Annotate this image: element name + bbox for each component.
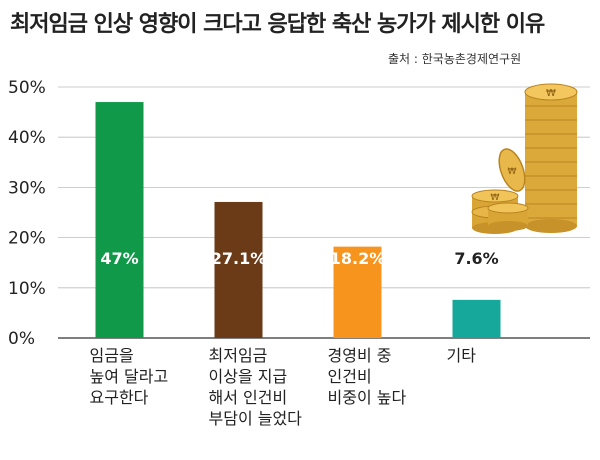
chart-title: 최저임금 인상 영향이 크다고 응답한 축산 농가가 제시한 이유 — [10, 12, 545, 37]
chart-source: 출처 : 한국농촌경제연구원 — [388, 52, 522, 66]
svg-text:₩: ₩ — [508, 167, 517, 177]
bar-value-label: 18.2% — [330, 249, 386, 268]
y-tick-label: 10% — [8, 279, 46, 299]
bar — [95, 102, 144, 338]
y-tick-label: 40% — [8, 128, 46, 148]
bar — [214, 201, 263, 338]
y-tick-label: 0% — [8, 329, 35, 349]
bar-value-label: 7.6% — [454, 249, 498, 268]
y-tick-label: 50% — [8, 78, 46, 98]
bar — [333, 246, 382, 338]
bar — [452, 299, 501, 338]
coin-stack-icon: ₩ ₩ ₩ — [471, 83, 578, 234]
x-category-label: 기타 — [446, 346, 476, 365]
svg-text:₩: ₩ — [546, 88, 556, 99]
bar-value-label: 47% — [100, 249, 138, 268]
svg-text:₩: ₩ — [491, 193, 500, 203]
y-tick-label: 20% — [8, 229, 46, 249]
bar-value-label: 27.1% — [211, 249, 267, 268]
y-tick-label: 30% — [8, 178, 46, 198]
x-category-label: 임금을 높여 달라고 요구한다 — [89, 346, 169, 407]
x-category-label: 경영비 중 인건비 비중이 높다 — [327, 346, 407, 407]
x-category-label: 최저임금 이상을 지급 해서 인건비 부담이 늘었다 — [208, 346, 302, 428]
